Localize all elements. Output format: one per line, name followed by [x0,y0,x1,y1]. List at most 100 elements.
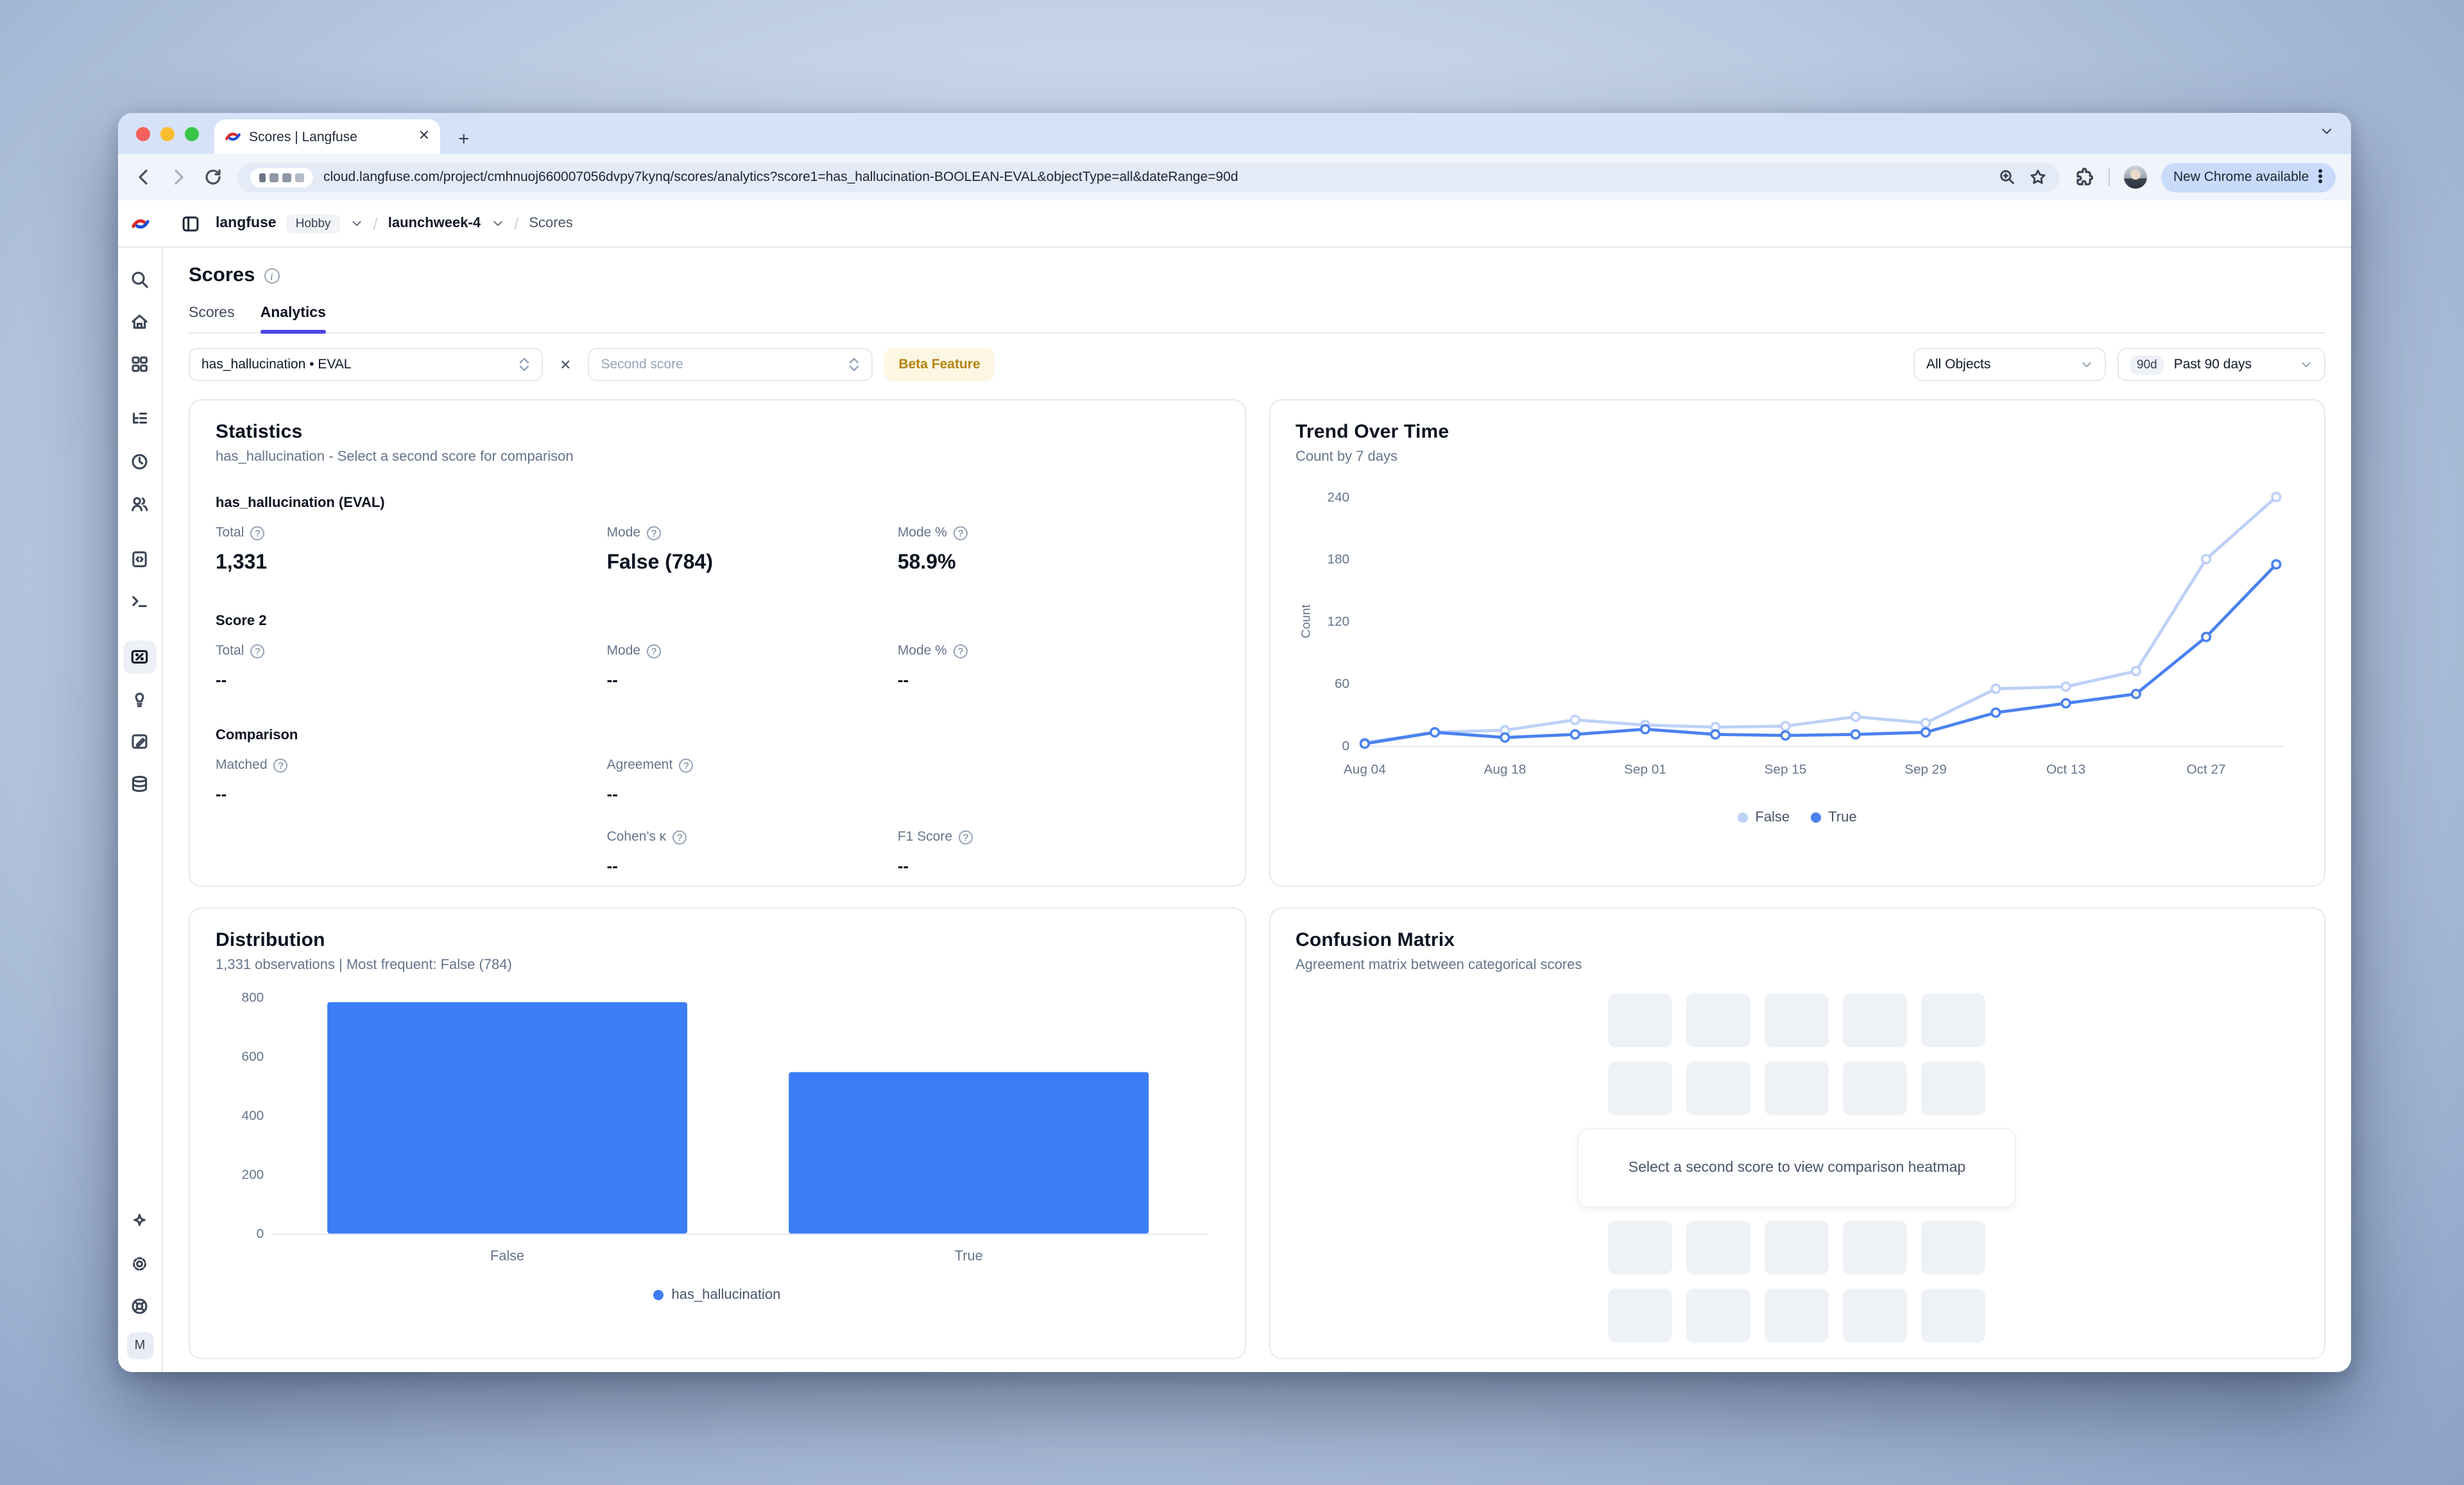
chrome-profile-avatar[interactable] [2123,166,2146,189]
bookmark-star-icon[interactable] [2028,168,2046,186]
extensions-icon[interactable] [2073,167,2094,187]
chrome-update-label: New Chrome available [2173,169,2309,185]
breadcrumb-project[interactable]: launchweek-4 [388,216,481,231]
score2-select[interactable]: Second score [588,348,873,381]
project-chevron-icon[interactable] [491,217,504,230]
breadcrumb-section[interactable]: Scores [529,216,573,231]
langfuse-favicon [225,132,241,141]
url-bar[interactable]: cloud.langfuse.com/project/cmhnuoj660007… [237,162,2059,192]
maximize-window-button[interactable] [185,126,199,141]
svg-text:0: 0 [1342,739,1349,753]
users-icon[interactable] [123,488,157,521]
metric-value: -- [216,784,227,803]
annotation-icon[interactable] [123,725,157,759]
confusion-cell [1686,1289,1751,1343]
help-icon[interactable] [647,526,662,540]
zoom-icon[interactable] [1998,168,2015,186]
breadcrumb: langfuse Hobby / launchweek-4 / Scores [216,214,573,233]
distribution-card: Distribution 1,331 observations | Most f… [189,907,1245,1359]
site-info-chip[interactable] [250,167,313,187]
help-icon[interactable] [273,758,288,772]
help-icon[interactable] [250,644,265,658]
updown-chevrons-icon [848,357,860,372]
score1-section-heading: has_hallucination (EVAL) [216,495,385,511]
info-icon[interactable] [264,268,280,284]
toolbar-divider [2108,168,2109,186]
evaluators-icon[interactable] [123,683,157,716]
back-icon[interactable] [133,167,154,187]
reload-icon[interactable] [203,167,223,187]
playground-icon[interactable] [123,585,157,619]
scores-icon[interactable] [123,640,157,674]
help-icon[interactable] [672,830,687,844]
chrome-menu-icon[interactable]: • • • [2318,164,2323,191]
prompts-icon[interactable] [123,543,157,576]
help-icon[interactable] [250,526,265,540]
svg-text:True: True [955,1248,983,1264]
confusion-placeholder-zone: Select a second score to view comparison… [1296,993,2298,1343]
object-type-value: All Objects [1926,357,1991,372]
legend-label-true: True [1828,810,1857,825]
minimize-window-button[interactable] [160,126,175,141]
help-icon[interactable] [959,830,973,844]
clear-score1-button[interactable]: ✕ [560,357,572,373]
date-range-select[interactable]: 90d Past 90 days [2118,348,2325,381]
confusion-cell [1608,1221,1673,1275]
tab-analytics[interactable]: Analytics [260,305,327,334]
langfuse-logo-icon [132,218,150,228]
breadcrumb-org[interactable]: langfuse [216,216,277,231]
support-icon[interactable] [123,1290,157,1323]
whats-new-icon[interactable] [123,1205,157,1239]
metric-value: -- [606,856,618,875]
help-icon[interactable] [953,644,968,658]
new-tab-button[interactable]: + [458,128,470,150]
statistics-card: Statistics has_hallucination - Select a … [189,399,1245,887]
user-avatar[interactable]: M [126,1332,153,1359]
metric-value: -- [606,670,618,689]
date-range-value: Past 90 days [2173,357,2252,372]
tracing-icon[interactable] [123,403,157,436]
chevron-down-icon [2082,362,2091,368]
help-icon[interactable] [647,644,662,658]
confusion-cell [1608,993,1673,1047]
score2-section-heading: Score 2 [216,614,267,629]
org-chevron-icon[interactable] [350,217,363,230]
trend-title: Trend Over Time [1296,421,1450,443]
confusion-cell [1921,1289,1986,1343]
svg-text:0: 0 [257,1226,264,1241]
confusion-cell [1608,1289,1673,1343]
plan-badge: Hobby [286,214,340,233]
forward-icon[interactable] [168,167,189,187]
confusion-matrix-card: Confusion Matrix Agreement matrix betwee… [1269,907,2325,1359]
window-controls [118,113,214,154]
help-icon[interactable] [679,758,694,772]
object-type-select[interactable]: All Objects [1913,348,2106,381]
confusion-cell [1843,993,1908,1047]
datasets-icon[interactable] [123,768,157,801]
svg-text:200: 200 [242,1167,264,1182]
legend-label-false: False [1755,810,1790,825]
confusion-title: Confusion Matrix [1296,929,1455,951]
updown-chevrons-icon [518,357,530,372]
page-tabs: Scores Analytics [189,305,2325,334]
confusion-cell [1686,993,1751,1047]
trend-card: Trend Over Time Count by 7 days 0 60 120 18… [1269,399,2325,887]
tab-search-chevron-icon[interactable] [2320,121,2333,144]
url-text[interactable]: cloud.langfuse.com/project/cmhnuoj660007… [323,169,1238,185]
search-icon[interactable] [123,263,157,296]
dashboards-icon[interactable] [123,348,157,381]
home-icon[interactable] [123,305,157,339]
svg-text:Count: Count [1299,604,1313,638]
browser-tab[interactable]: Scores | Langfuse ✕ [214,119,440,154]
sidebar-toggle-icon[interactable] [181,214,200,233]
breadcrumb-separator: / [514,214,519,233]
help-icon[interactable] [953,526,968,540]
confusion-cell [1843,1061,1908,1115]
tab-close-icon[interactable]: ✕ [418,128,430,144]
sessions-icon[interactable] [123,445,157,479]
chrome-update-pill[interactable]: New Chrome available • • • [2160,162,2336,192]
close-window-button[interactable] [136,126,150,141]
score1-select[interactable]: has_hallucination • EVAL [189,348,543,381]
tab-scores[interactable]: Scores [189,305,235,321]
settings-icon[interactable] [123,1248,157,1281]
